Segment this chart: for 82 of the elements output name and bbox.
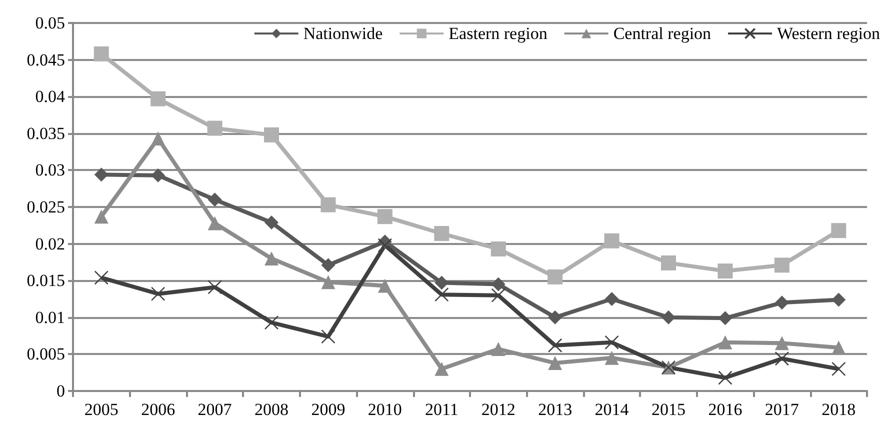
point (662, 310, 676, 324)
point (321, 329, 336, 344)
y-tick-label: 0 (56, 382, 65, 400)
point (151, 132, 166, 146)
y-tick-label: 0.015 (26, 271, 65, 290)
point (207, 120, 222, 136)
point (377, 209, 392, 224)
point (491, 288, 506, 302)
x-tick-label: 2007 (198, 400, 232, 419)
legend-label: Nationwide (303, 24, 383, 43)
x-tick-label: 2017 (764, 400, 800, 419)
point (604, 292, 619, 306)
point (94, 270, 109, 285)
y-tick-label: 0.005 (26, 344, 65, 364)
y-tick-label: 0.025 (26, 198, 65, 216)
point (548, 310, 562, 324)
point (832, 292, 846, 307)
y-tick-label: 0.045 (26, 50, 65, 70)
x-tick-label: 2013 (538, 400, 572, 419)
point (718, 264, 733, 279)
point (264, 127, 279, 142)
point (604, 350, 619, 365)
point (320, 197, 336, 212)
point (548, 338, 562, 353)
point (774, 296, 789, 310)
point (832, 340, 846, 355)
point (321, 275, 336, 290)
point (491, 342, 506, 356)
point (604, 335, 619, 350)
point (661, 255, 676, 270)
point (94, 210, 108, 224)
x-tick-label: 2008 (254, 400, 288, 419)
point (831, 223, 846, 238)
point (94, 46, 109, 62)
x-tick-label: 2010 (368, 400, 402, 419)
point (490, 241, 506, 256)
point (548, 356, 562, 370)
x-tick-label: 2014 (594, 400, 630, 419)
x-tick-label: 2015 (652, 400, 686, 419)
point (718, 335, 732, 350)
y-tick-label: 0.03 (35, 160, 65, 180)
y-tick-label: 0.02 (35, 234, 65, 254)
point (321, 258, 336, 272)
point (604, 233, 620, 248)
point (774, 351, 790, 366)
y-tick-label: 0.05 (35, 14, 65, 32)
point (774, 336, 789, 350)
x-tick-label: 2018 (822, 400, 856, 419)
point (151, 168, 166, 182)
x-tick-label: 2005 (84, 400, 118, 419)
point (208, 280, 222, 294)
point (208, 192, 222, 207)
point (264, 315, 279, 330)
x-tick-label: 2011 (424, 400, 458, 419)
x-tick-label: 2009 (311, 400, 346, 419)
legend-label: Central region (613, 24, 712, 43)
point (434, 362, 449, 376)
legend-label: Western region (777, 24, 880, 43)
point (718, 311, 732, 326)
legend-label: Eastern region (448, 24, 548, 43)
y-tick-label: 0.01 (35, 308, 65, 327)
point (434, 287, 449, 302)
point (150, 91, 166, 106)
point (264, 252, 278, 266)
point (150, 286, 166, 301)
point (378, 278, 392, 293)
point (718, 370, 732, 385)
point (208, 216, 222, 230)
x-tick-label: 2016 (708, 400, 742, 419)
y-tick-label: 0.04 (35, 87, 66, 106)
y-tick-label: 0.035 (26, 124, 65, 143)
point (434, 226, 450, 241)
x-tick-label: 2012 (481, 400, 516, 419)
point (264, 215, 278, 230)
point (774, 258, 790, 273)
point (831, 362, 846, 376)
point (378, 238, 392, 252)
point (491, 277, 506, 292)
x-tick-label: 2006 (141, 400, 176, 419)
point (434, 276, 449, 290)
point (94, 168, 108, 182)
point (548, 269, 563, 284)
